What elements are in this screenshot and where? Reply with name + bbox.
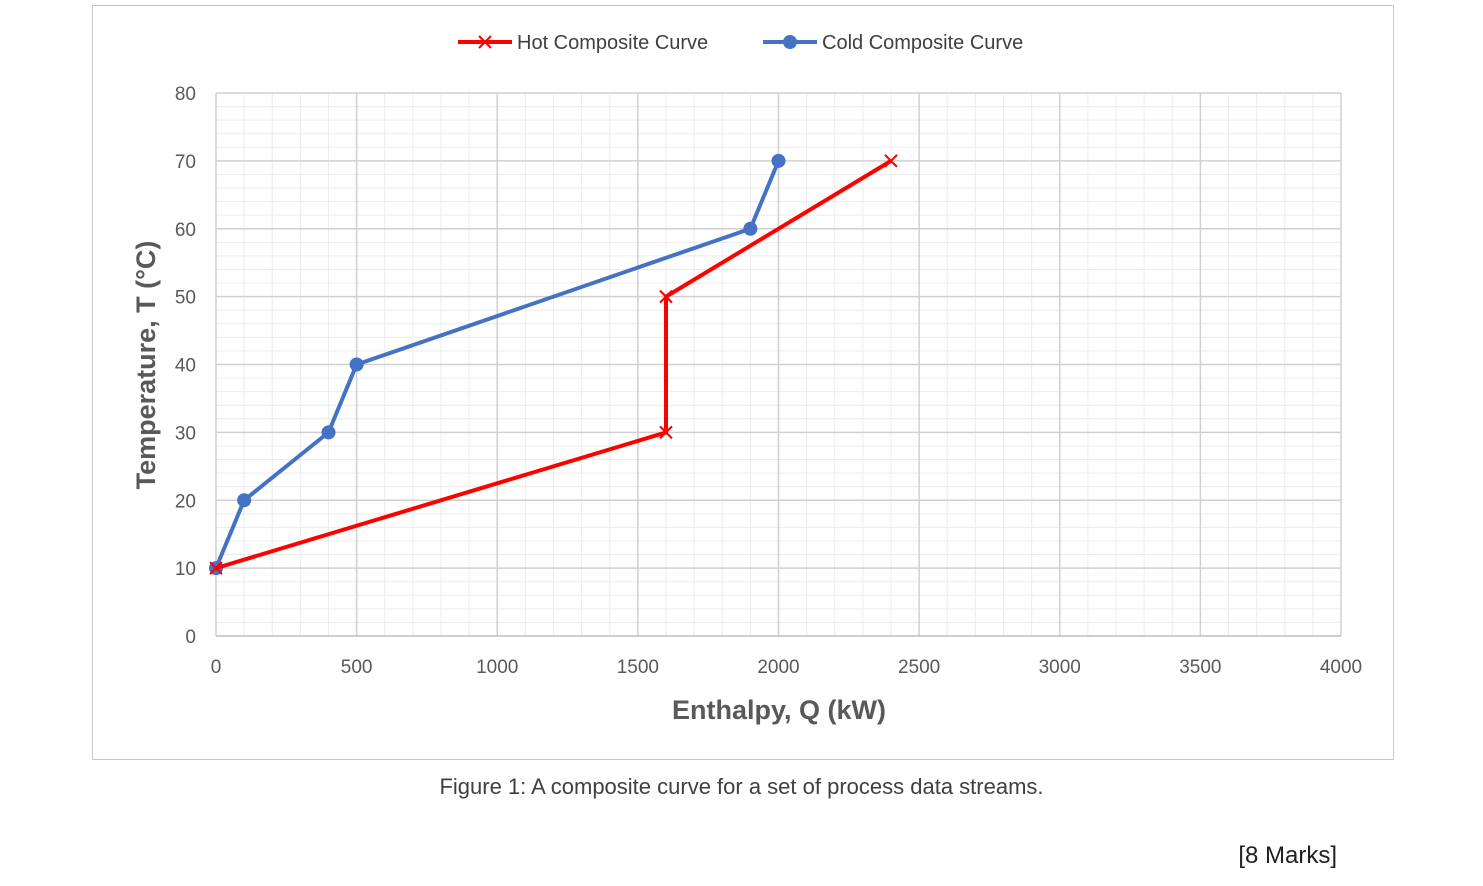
cold-data-point	[237, 493, 252, 508]
marks-label: [8 Marks]	[1238, 842, 1337, 869]
x-tick-label: 1500	[617, 657, 659, 678]
hot-data-point	[659, 289, 673, 304]
x-tick-label: 2000	[757, 657, 799, 678]
x-axis-tick-labels: 0 500 1000 1500 2000 2500 3000 3500 4000	[211, 657, 1362, 678]
series-layer	[209, 153, 898, 576]
y-tick-label: 60	[175, 220, 196, 241]
cold-data-point	[743, 221, 758, 236]
legend-hot-x-marker	[478, 35, 492, 49]
x-marker-stroke	[659, 425, 673, 440]
figure-caption: Figure 1: A composite curve for a set of…	[439, 774, 1044, 799]
cold-data-point	[771, 153, 786, 168]
cold-data-point	[321, 425, 336, 440]
y-tick-label: 50	[175, 288, 196, 309]
hot-data-point	[884, 154, 898, 168]
x-marker-stroke	[659, 289, 673, 304]
x-axis-title: Enthalpy, Q (kW)	[672, 695, 886, 725]
cold-data-point	[349, 357, 364, 372]
x-tick-label: 0	[211, 657, 222, 678]
x-marker-stroke	[884, 154, 898, 168]
x-tick-label: 4000	[1320, 657, 1362, 678]
x-tick-label: 1000	[476, 657, 518, 678]
hot-composite-line	[215, 159, 893, 571]
legend-hot-x-glyph	[478, 35, 492, 49]
legend-cold-label: Cold Composite Curve	[822, 32, 1023, 54]
axes	[215, 93, 1341, 637]
hot-data-point	[209, 561, 223, 575]
x-marker-stroke	[209, 561, 223, 575]
legend-hot-label: Hot Composite Curve	[517, 32, 708, 54]
x-marker-stroke	[478, 35, 492, 49]
x-tick-label: 2500	[898, 657, 940, 678]
y-tick-label: 70	[175, 152, 196, 173]
y-tick-label: 10	[175, 559, 196, 580]
legend: Hot Composite Curve Cold Composite Curve	[458, 32, 1023, 54]
legend-cold-circle-marker	[783, 35, 797, 49]
x-tick-label: 3500	[1179, 657, 1221, 678]
hot-data-point	[659, 425, 673, 440]
y-axis-title: Temperature, T (°C)	[131, 241, 161, 490]
y-tick-label: 20	[175, 491, 196, 512]
x-tick-label: 3000	[1039, 657, 1081, 678]
chart-frame	[92, 5, 1394, 760]
y-tick-label: 80	[175, 84, 196, 105]
y-tick-label: 30	[175, 423, 196, 444]
y-axis-tick-labels: 0 10 20 30 40 50 60 70 80	[175, 84, 196, 648]
x-tick-label: 500	[341, 657, 373, 678]
y-tick-label: 40	[175, 356, 196, 377]
y-tick-label: 0	[185, 627, 196, 648]
cold-composite-line	[214, 160, 781, 569]
